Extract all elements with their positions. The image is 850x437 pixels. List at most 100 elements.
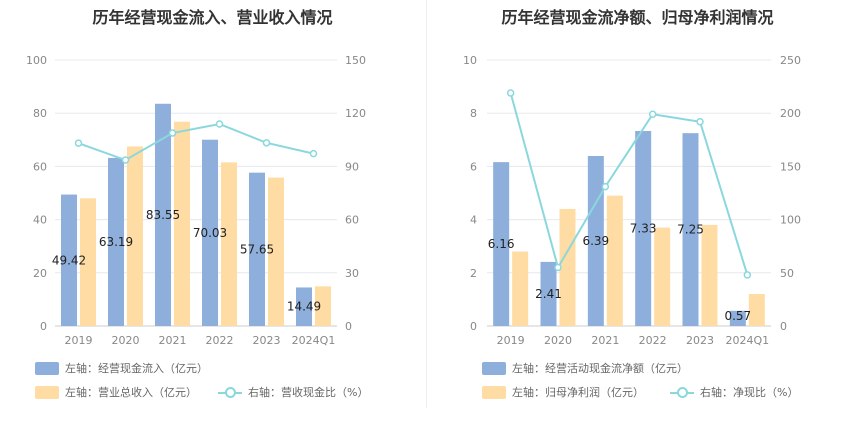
legend-label: 右轴：营收现金比（%） [248,386,369,399]
bar-primary [587,156,604,326]
bar-primary [61,194,77,326]
legend-label: 左轴：经营现金流入（亿元） [65,362,208,375]
x-axis-tick-label: 2019 [497,334,525,347]
legend-swatch-bar [35,361,59,375]
x-axis-tick-label: 2021 [591,334,619,347]
line-point [648,110,657,119]
legend-swatch-line [670,386,694,399]
bar-secondary [80,198,96,326]
left-axis-tick-label: 100 [26,54,47,67]
legend-label: 左轴：经营活动现金流净额（亿元） [512,362,688,375]
bar-primary [202,139,218,326]
bar-data-label: 7.25 [677,223,704,237]
line-point [168,129,177,137]
bar-primary [682,133,699,326]
legend-item-cash-inflow[interactable]: 左轴：经营现金流入（亿元） [35,360,208,376]
bar-primary [108,157,124,326]
bar-data-label: 63.19 [99,235,133,249]
right-axis-tick-label: 250 [780,54,801,67]
left-axis-tick-label: 20 [33,267,47,280]
bar-secondary [748,294,765,326]
line-point [262,139,271,147]
right-axis-tick-label: 30 [345,267,359,280]
chart-title: 历年经营现金流净额、归母净利润情况 [501,8,774,27]
legend-item-revenue[interactable]: 左轴：营业总收入（亿元） [35,384,197,400]
bar-data-label: 57.65 [240,242,274,256]
right-axis-tick-label: 0 [345,320,352,333]
bar-primary [493,162,510,326]
panel-divider [426,0,427,408]
left-axis-tick-label: 60 [33,160,47,173]
left-axis-tick-label: 2 [470,267,477,280]
legend-label: 左轴：营业总收入（亿元） [65,386,197,399]
series-line [78,122,314,162]
line-point [506,89,515,97]
legend-swatch-bar [482,361,506,375]
chart-title: 历年经营现金流入、营业收入情况 [92,8,333,27]
right-axis-tick-label: 60 [345,214,359,227]
right-axis-tick-label: 50 [780,267,794,280]
legend-label: 右轴：净现比（%） [700,386,799,399]
bar-primary [296,287,312,326]
bar-primary [635,131,652,326]
right-axis-tick-label: 0 [780,320,787,333]
bar-secondary [654,227,671,326]
line-point [121,156,130,164]
legend-swatch-bar [482,385,506,399]
bar-primary [729,310,746,326]
line-point [309,149,318,158]
bar-data-label: 14.49 [287,300,321,314]
right-axis-tick-label: 150 [780,160,801,173]
left-axis-tick-label: 4 [470,214,477,227]
x-axis-tick-label: 2020 [112,334,140,347]
bar-secondary [268,177,284,326]
bar-secondary [512,251,529,326]
bar-data-label: 6.16 [488,237,515,251]
legend-item-net-profit[interactable]: 左轴：归母净利润（亿元） [482,384,644,400]
line-point [215,120,224,128]
x-axis-tick-label: 2023 [686,334,714,347]
line-point [74,139,83,147]
x-axis-tick-label: 2022 [639,334,667,347]
bar-data-label: 70.03 [193,226,227,240]
x-axis-tick-label: 2021 [159,334,187,347]
chart-panel-cash-inflow: 历年经营现金流入、营业收入情况 0 20 40 60 80 100 0 30 60 90 120 15… [26,8,368,400]
bar-secondary [701,224,718,326]
line-point [743,271,752,279]
legend-label: 左轴：归母净利润（亿元） [512,386,644,399]
bar-data-label: 2.41 [535,287,562,301]
x-axis-tick-label: 2022 [206,334,234,347]
legend-item-net-cash-flow[interactable]: 左轴：经营活动现金流净额（亿元） [482,360,688,376]
bar-data-label: 7.33 [630,222,657,236]
x-axis-tick-label: 2020 [544,334,572,347]
left-axis-tick-label: 80 [33,107,47,120]
bar-secondary [315,286,331,326]
x-axis-tick-label: 2024Q1 [292,334,336,347]
bar-primary [155,103,171,326]
right-axis-tick-label: 100 [780,214,801,227]
legend-swatch-bar [35,385,59,399]
line-point [554,263,562,272]
bar-data-label: 49.42 [52,253,86,267]
line-point [696,117,704,126]
series-line [509,92,749,276]
left-axis-tick-label: 10 [463,54,477,67]
left-axis-tick-label: 8 [470,107,477,120]
bar-primary [249,172,265,326]
right-axis-tick-label: 120 [345,107,366,120]
right-axis-tick-label: 200 [780,107,801,120]
legend-item-net-cash-ratio[interactable]: 右轴：净现比（%） [670,384,798,400]
right-axis-tick-label: 90 [345,160,359,173]
bar-secondary [174,121,190,326]
bar-data-label: 0.57 [724,309,751,323]
left-axis-tick-label: 6 [470,160,477,173]
bar-secondary [127,146,143,326]
legend-swatch-line [218,386,242,399]
legend-item-cash-ratio[interactable]: 右轴：营收现金比（%） [218,384,368,400]
x-axis-tick-label: 2024Q1 [726,334,770,347]
bar-data-label: 83.55 [146,208,180,222]
bar-data-label: 6.39 [582,234,609,248]
right-axis-tick-label: 150 [345,54,366,67]
chart-panel-net-cash: 历年经营现金流净额、归母净利润情况 0 2 4 6 8 10 0 50 100 150 200 250… [425,0,850,437]
bar-secondary [559,208,576,326]
